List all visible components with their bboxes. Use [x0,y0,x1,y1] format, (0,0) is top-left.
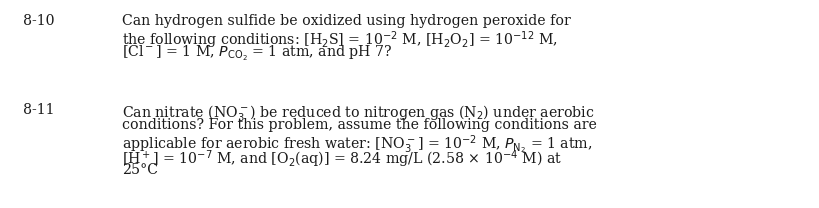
Text: conditions? For this problem, assume the following conditions are: conditions? For this problem, assume the… [122,118,596,132]
Text: Can nitrate (NO$_3^-$) be reduced to nitrogen gas (N$_2$) under aerobic: Can nitrate (NO$_3^-$) be reduced to nit… [122,103,594,123]
Text: applicable for aerobic fresh water: [NO$_3^-$] = 10$^{-2}$ M, $P_{\rm N_2}$ = 1 : applicable for aerobic fresh water: [NO$… [122,133,592,156]
Text: 8-10: 8-10 [24,14,55,28]
Text: 25°C: 25°C [122,163,158,177]
Text: [Cl$^-$] = 1 M, $P_{\rm CO_2}$ = 1 atm, and pH 7?: [Cl$^-$] = 1 M, $P_{\rm CO_2}$ = 1 atm, … [122,44,392,63]
Text: the following conditions: [H$_2$S] = 10$^{-2}$ M, [H$_2$O$_2$] = 10$^{-12}$ M,: the following conditions: [H$_2$S] = 10$… [122,29,558,51]
Text: Can hydrogen sulfide be oxidized using hydrogen peroxide for: Can hydrogen sulfide be oxidized using h… [122,14,570,28]
Text: 8-11: 8-11 [24,103,55,117]
Text: [H$^+$] = 10$^{-7}$ M, and [O$_2$(aq)] = 8.24 mg/L (2.58 × 10$^{-4}$ M) at: [H$^+$] = 10$^{-7}$ M, and [O$_2$(aq)] =… [122,148,561,170]
